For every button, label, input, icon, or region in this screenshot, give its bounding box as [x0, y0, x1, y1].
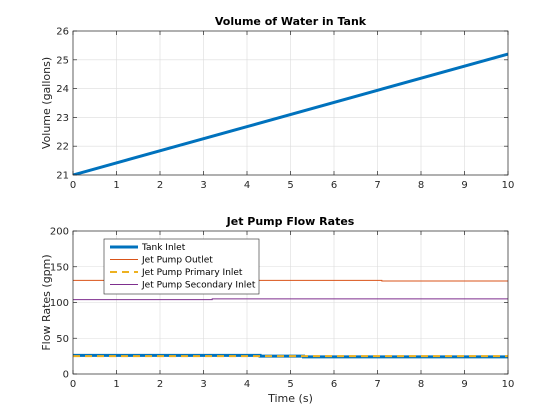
flow-x-tick-label: 7: [374, 379, 380, 390]
flow-x-tick-label: 4: [244, 379, 250, 390]
volume-x-tick-label: 0: [70, 180, 76, 191]
flow-y-tick-label: 50: [56, 334, 69, 345]
volume-y-axis-label: Volume (gallons): [40, 57, 53, 149]
flow-x-tick-label: 6: [331, 379, 337, 390]
legend-entry-0: Tank Inlet: [141, 243, 186, 253]
legend-entry-1: Jet Pump Outlet: [141, 256, 213, 266]
volume-y-tick-label: 23: [56, 113, 69, 124]
flow-x-tick-label: 5: [287, 379, 293, 390]
volume-chart-title: Volume of Water in Tank: [215, 15, 367, 28]
volume-x-tick-label: 2: [157, 180, 163, 191]
volume-x-tick-label: 10: [502, 180, 515, 191]
flow-y-tick-label: 200: [50, 227, 69, 238]
volume-x-tick-label: 8: [418, 180, 424, 191]
legend-entry-3: Jet Pump Secondary Inlet: [141, 281, 256, 291]
flow-x-tick-label: 9: [461, 379, 467, 390]
flow-legend: Tank Inlet Jet Pump Outlet Jet Pump Primar…: [103, 238, 260, 295]
volume-y-tick-label: 25: [56, 55, 69, 66]
volume-y-tick-label: 26: [56, 27, 69, 38]
flow-y-tick-label: 100: [50, 298, 69, 309]
flow-series-line-3: [73, 298, 508, 301]
flow-x-tick-label: 8: [418, 379, 424, 390]
legend-entry-2: Jet Pump Primary Inlet: [141, 268, 243, 278]
volume-x-tick-label: 9: [461, 180, 467, 191]
flow-chart-title: Jet Pump Flow Rates: [226, 215, 355, 228]
flow-y-axis-label: Flow Rates (gpm): [40, 254, 53, 350]
volume-x-tick-label: 7: [374, 180, 380, 191]
volume-x-tick-label: 6: [331, 180, 337, 191]
volume-y-tick-label: 21: [56, 171, 69, 182]
volume-series-group: [73, 52, 508, 175]
volume-x-tick-label: 1: [113, 180, 119, 191]
flow-x-tick-label: 10: [502, 379, 515, 390]
flow-y-tick-label: 150: [50, 262, 69, 273]
flow-x-tick-label: 0: [70, 379, 76, 390]
flow-x-tick-label: 1: [113, 379, 119, 390]
volume-x-tick-label: 5: [287, 180, 293, 191]
flow-x-tick-label: 3: [200, 379, 206, 390]
flow-x-tick-label: 2: [157, 379, 163, 390]
volume-x-tick-label: 4: [244, 180, 250, 191]
flow-series-group: [73, 279, 508, 359]
volume-series-line-0: [73, 52, 508, 175]
volume-y-tick-label: 22: [56, 142, 69, 153]
flow-y-tick-label: 0: [63, 370, 69, 381]
volume-x-tick-label: 3: [200, 180, 206, 191]
flow-x-axis-label: Time (s): [267, 392, 313, 405]
volume-y-tick-label: 24: [56, 84, 69, 95]
